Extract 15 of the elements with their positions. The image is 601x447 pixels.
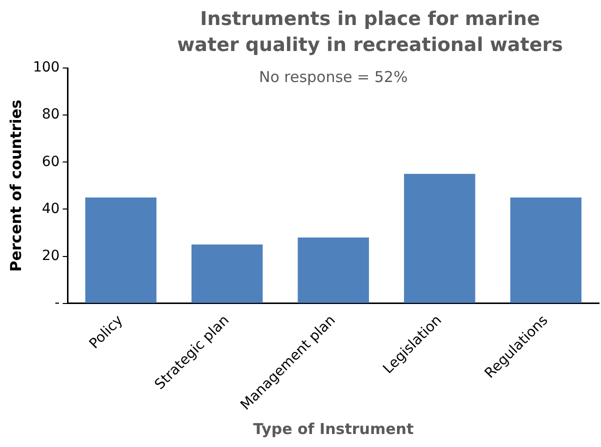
bar bbox=[85, 197, 156, 303]
y-tick-label: 60 bbox=[42, 154, 60, 170]
bar bbox=[510, 197, 582, 303]
y-tick-label: 80 bbox=[42, 106, 60, 123]
y-tick-label: 40 bbox=[42, 200, 60, 217]
y-axis-title: Percent of countries bbox=[6, 100, 25, 272]
bar bbox=[192, 244, 263, 303]
bar bbox=[404, 174, 476, 303]
bar bbox=[298, 237, 369, 303]
x-axis-title: Type of Instrument bbox=[253, 420, 414, 438]
y-tick-label: - bbox=[54, 295, 60, 312]
chart-title: Instruments in place for marine water quality in recreational waters bbox=[176, 7, 564, 58]
chart-subtitle: No response = 52% bbox=[258, 68, 408, 86]
y-tick-label: 100 bbox=[32, 60, 60, 76]
y-tick-label: 20 bbox=[42, 248, 60, 264]
